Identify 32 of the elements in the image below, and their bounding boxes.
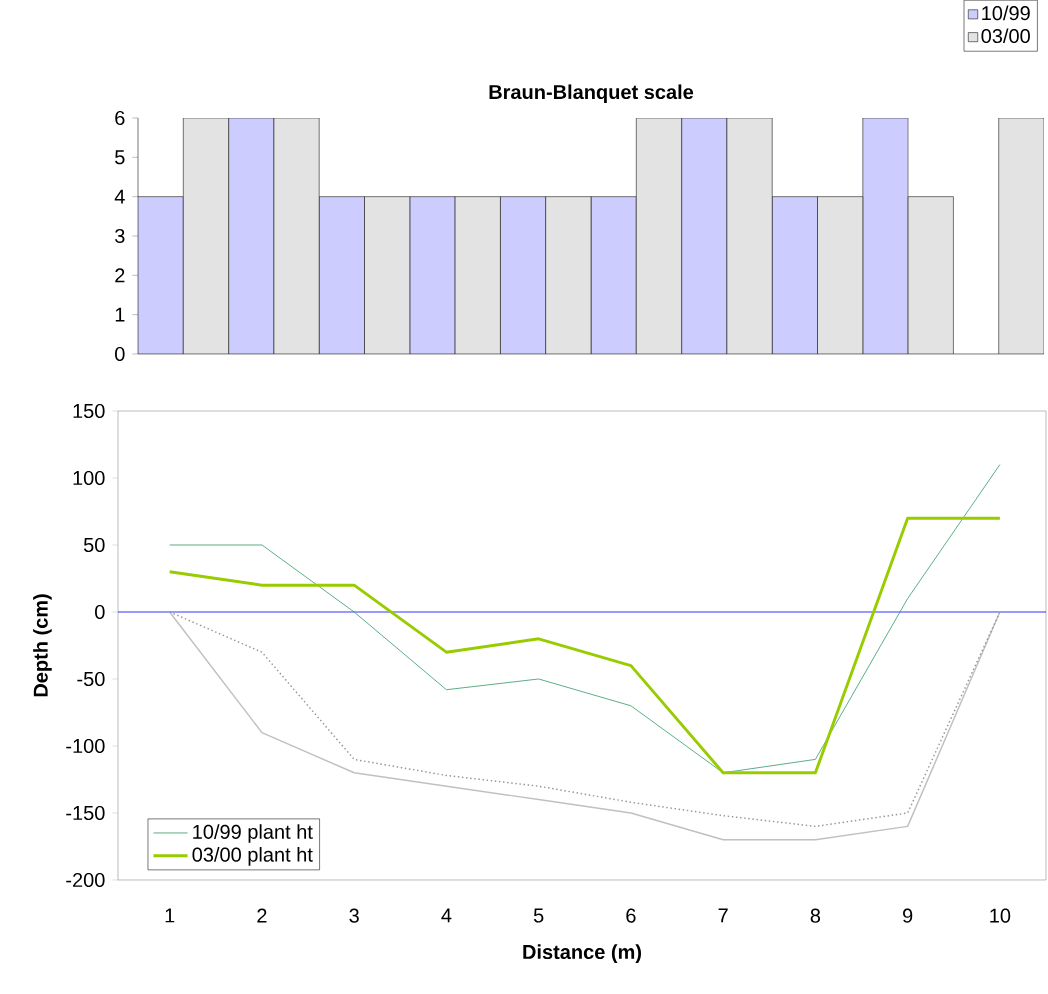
x-tick-label: 7	[718, 908, 728, 923]
y-tick-label: 2	[115, 268, 125, 283]
y-tick-label: 1	[115, 307, 125, 322]
legend-label: 03/00	[981, 28, 1030, 44]
x-tick-label: 6	[626, 908, 636, 923]
y-tick-label: -50	[77, 671, 105, 687]
chart-title: Braun-Blanquet scale	[489, 84, 694, 104]
y-tick-label: 6	[115, 110, 125, 126]
y-tick-label: 100	[73, 470, 105, 486]
legend-label: 10/99 plant ht	[193, 824, 313, 843]
y-tick-label: 50	[83, 537, 105, 553]
y-tick-label: 4	[114, 189, 125, 204]
y-tick-label: 5	[115, 150, 125, 165]
x-axis-title: Distance (m)	[523, 944, 641, 963]
y-tick-label: -200	[66, 872, 105, 888]
y-tick-label: 0	[95, 604, 105, 620]
x-tick-label: 10	[990, 908, 1011, 923]
y-tick-label: -150	[66, 805, 105, 821]
x-tick-label: 8	[810, 908, 821, 923]
x-tick-label: 2	[257, 908, 267, 923]
legend-label: 03/00 plant ht	[192, 847, 313, 866]
x-tick-label: 1	[165, 908, 175, 923]
x-tick-label: 4	[441, 908, 452, 923]
y-tick-label: 3	[115, 228, 125, 244]
y-tick-label: -100	[66, 738, 105, 754]
x-tick-label: 3	[349, 908, 359, 923]
legend-label: 10/99	[982, 5, 1030, 21]
y-tick-label: 0	[115, 346, 125, 362]
y-tick-label: 150	[73, 403, 105, 419]
y-axis-title: Depth (cm)	[33, 594, 52, 697]
x-tick-label: 9	[903, 908, 913, 923]
x-tick-label: 5	[533, 908, 544, 923]
